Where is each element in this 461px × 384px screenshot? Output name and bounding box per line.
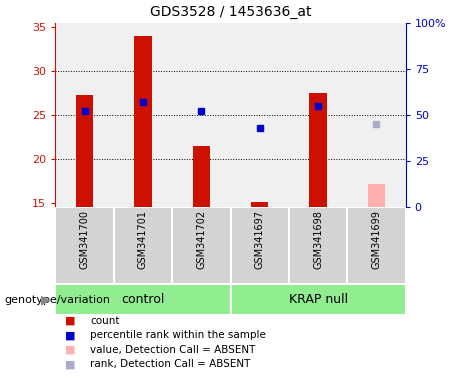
Bar [172, 207, 230, 284]
Bar [309, 93, 327, 207]
Text: control: control [121, 293, 165, 306]
Bar [289, 207, 347, 284]
Text: rank, Detection Call = ABSENT: rank, Detection Call = ABSENT [90, 359, 250, 369]
Text: GSM341698: GSM341698 [313, 210, 323, 268]
Text: percentile rank within the sample: percentile rank within the sample [90, 330, 266, 340]
Bar [193, 146, 210, 207]
Text: value, Detection Call = ABSENT: value, Detection Call = ABSENT [90, 345, 255, 355]
Bar [134, 36, 152, 207]
Bar [55, 284, 230, 315]
Bar [114, 207, 172, 284]
Title: GDS3528 / 1453636_at: GDS3528 / 1453636_at [150, 5, 311, 19]
Text: ■: ■ [65, 359, 75, 369]
Bar [230, 284, 406, 315]
Bar [76, 95, 93, 207]
Text: GSM341702: GSM341702 [196, 210, 207, 269]
Text: ■: ■ [65, 345, 75, 355]
Bar [230, 207, 289, 284]
Bar [55, 207, 114, 284]
Bar [251, 202, 268, 207]
Text: GSM341700: GSM341700 [79, 210, 89, 269]
Text: count: count [90, 316, 119, 326]
Text: GSM341701: GSM341701 [138, 210, 148, 269]
Text: KRAP null: KRAP null [289, 293, 348, 306]
Text: GSM341697: GSM341697 [254, 210, 265, 269]
Text: genotype/variation: genotype/variation [5, 295, 111, 305]
Text: GSM341699: GSM341699 [372, 210, 382, 268]
Bar [347, 207, 406, 284]
Bar [368, 184, 385, 207]
Text: ▶: ▶ [41, 293, 51, 306]
Text: ■: ■ [65, 330, 75, 340]
Text: ■: ■ [65, 316, 75, 326]
